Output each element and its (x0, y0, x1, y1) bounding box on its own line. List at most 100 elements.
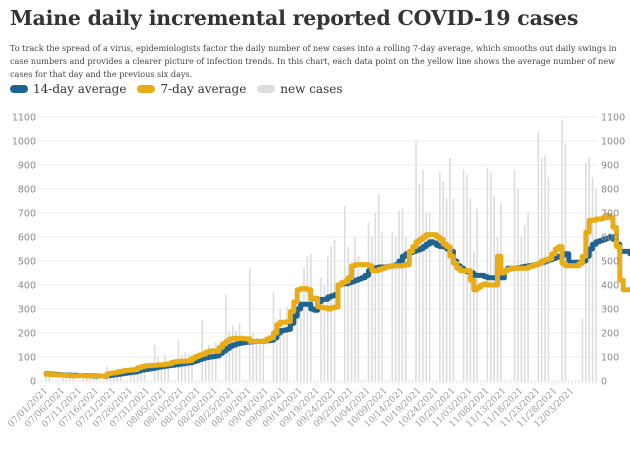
new-cases-bar (439, 172, 441, 381)
y-tick-label-right: 0 (601, 377, 607, 388)
new-cases-bar (394, 237, 397, 381)
y-tick-label-left: 800 (18, 185, 36, 196)
y-tick-label-right: 400 (601, 281, 619, 292)
y-tick-label-left: 900 (18, 161, 36, 172)
new-cases-bar (544, 155, 546, 381)
y-tick-label-right: 900 (601, 161, 619, 172)
new-cases-bar (462, 169, 465, 381)
new-cases-bar (445, 198, 448, 381)
new-cases-bar (469, 198, 472, 381)
new-cases-bar (235, 330, 237, 381)
y-tick-label-left: 700 (18, 209, 36, 220)
y-tick-label-left: 1000 (12, 137, 36, 148)
seven-day-average-line (43, 212, 630, 379)
y-tick-label-left: 500 (18, 257, 36, 268)
new-cases-bar (377, 193, 380, 381)
legend-label-7-day: 7-day average (160, 82, 247, 96)
new-cases-bar (48, 375, 51, 381)
legend-item-7-day[interactable]: 7-day average (137, 82, 246, 96)
y-tick-label-right: 500 (601, 257, 619, 268)
new-cases-bar (357, 256, 360, 381)
y-tick-label-left: 300 (18, 305, 36, 316)
new-cases-bar (374, 213, 377, 381)
legend-item-14-day[interactable]: 14-day average (10, 82, 126, 96)
y-tick-label-left: 100 (18, 353, 36, 364)
new-cases-bar (520, 237, 523, 381)
legend-item-new-cases[interactable]: new cases (257, 82, 343, 96)
average-lines (43, 212, 630, 379)
new-cases-bar (259, 342, 261, 381)
new-cases-bar (143, 366, 146, 381)
y-tick-label-right: 300 (601, 305, 619, 316)
chart-title: Maine daily incremental reported COVID-1… (10, 6, 579, 30)
new-cases-bar (72, 376, 74, 381)
new-cases-bar (296, 294, 299, 381)
y-axis-right: 0 100 200 300 400 500 600 700 800 900 1000 1100 (601, 113, 625, 388)
new-cases-bar (449, 157, 451, 381)
new-cases-bar (472, 251, 475, 381)
new-cases-bar (398, 210, 400, 381)
new-cases-bar (381, 232, 383, 381)
new-cases-bar (425, 213, 428, 381)
new-cases-bar (452, 198, 455, 381)
y-axis-left: 0 100 200 300 400 500 600 700 800 900 1000 1100 (12, 113, 36, 388)
y-tick-label-left: 600 (18, 233, 36, 244)
new-cases-bar (405, 237, 407, 381)
new-cases-bar (493, 196, 495, 381)
new-cases-bar (167, 364, 170, 381)
new-cases-bar (201, 319, 203, 381)
y-tick-label-right: 600 (601, 233, 619, 244)
new-cases-bar (326, 256, 329, 381)
new-cases-bar (62, 376, 64, 381)
new-cases-bar (354, 237, 356, 381)
new-cases-bar (225, 294, 227, 381)
y-tick-label-left: 1100 (12, 113, 36, 124)
new-cases-bar (248, 268, 251, 381)
new-cases-bar (276, 318, 278, 381)
new-cases-bar (160, 365, 163, 381)
new-cases-bar (350, 270, 353, 381)
new-cases-bar (401, 208, 404, 381)
chart-description: To track the spread of a virus, epidemio… (10, 43, 617, 79)
new-cases-bar (537, 131, 540, 381)
new-cases-bar (96, 376, 98, 381)
legend-label-14-day: 14-day average (33, 82, 127, 96)
new-cases-bar (513, 169, 516, 381)
new-cases-bar (428, 213, 431, 381)
new-cases-bar (415, 141, 417, 381)
new-cases-bar (262, 337, 265, 381)
chart-plot: 0 100 200 300 400 500 600 700 800 900 1000 1100 0 10… (6, 113, 630, 430)
new-cases-bar (323, 285, 326, 381)
new-cases-bar (496, 237, 499, 381)
new-cases-bar (422, 169, 424, 381)
new-cases-bar (282, 325, 285, 381)
gridlines (38, 116, 598, 382)
new-cases-bar (181, 354, 183, 381)
new-cases-bar (286, 306, 288, 381)
new-cases-bar (581, 318, 584, 381)
new-cases-bar (367, 222, 370, 381)
new-cases-bar (320, 277, 322, 381)
y-tick-label-right: 700 (601, 209, 619, 220)
legend-swatch-new-cases (257, 85, 276, 93)
new-cases-bar (442, 181, 445, 381)
new-cases-bar (184, 352, 186, 381)
new-cases-bar (347, 246, 349, 381)
legend-swatch-14-day (10, 85, 28, 93)
new-cases-bar (279, 309, 282, 381)
new-cases-bar (517, 189, 519, 381)
new-cases-bar (466, 174, 468, 381)
x-axis: 07/01/202107/06/202107/11/202107/16/2021… (6, 381, 597, 430)
new-cases-bar (299, 299, 302, 381)
new-cases-bar (527, 213, 529, 381)
new-cases-bar (547, 177, 550, 381)
new-cases-bar (330, 246, 332, 381)
new-cases-bar (306, 256, 309, 381)
new-cases-bar (208, 345, 210, 381)
new-cases-bar (191, 357, 193, 381)
legend-label-new-cases: new cases (280, 82, 343, 96)
y-tick-label-left: 200 (18, 329, 36, 340)
new-cases-bar (204, 352, 207, 381)
new-cases-bar (343, 205, 346, 381)
